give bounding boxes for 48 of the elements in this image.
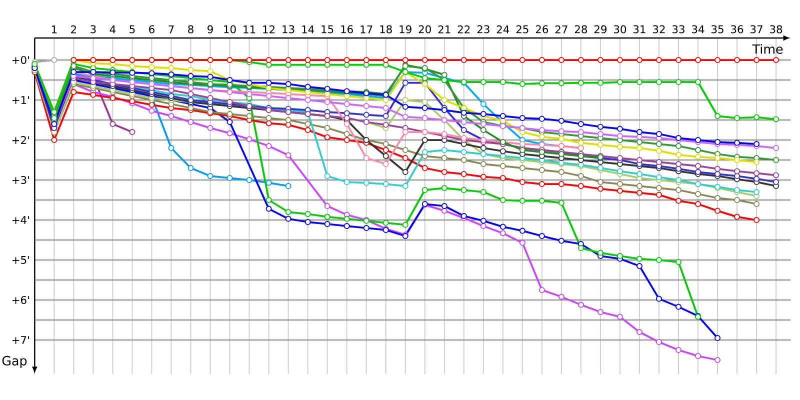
x-tick-label: 7 xyxy=(168,26,174,34)
x-tick-label: 33 xyxy=(672,25,684,34)
y-tick-label: +5' xyxy=(12,256,29,264)
x-tick-label: 32 xyxy=(653,25,665,34)
x-tick-label: 6 xyxy=(149,25,154,34)
x-tick-label: 1 xyxy=(52,26,57,34)
x-tick-label: 12 xyxy=(263,25,274,34)
x-tick-label: 38 xyxy=(770,25,782,34)
y-axis-title: Gap xyxy=(2,356,27,368)
x-tick-label: 21 xyxy=(438,25,450,34)
x-tick-label: 22 xyxy=(458,25,470,34)
x-tick-label: 29 xyxy=(594,25,606,34)
x-tick-label: 18 xyxy=(380,25,392,34)
x-tick-label: 23 xyxy=(477,25,490,34)
y-tick-label: +4' xyxy=(12,216,29,224)
x-tick-label: 25 xyxy=(516,25,528,34)
y-tick-label: +1' xyxy=(12,96,29,104)
x-tick-label: 36 xyxy=(731,25,744,34)
x-tick-label: 24 xyxy=(496,25,510,34)
x-tick-label: 35 xyxy=(712,25,724,34)
x-tick-label: 2 xyxy=(71,25,76,34)
x-axis-title: Time xyxy=(752,44,783,54)
x-tick-label: 9 xyxy=(208,25,213,34)
y-tick-label: +0' xyxy=(12,56,29,64)
x-tick-label: 37 xyxy=(750,25,762,34)
x-tick-label: 31 xyxy=(634,25,646,34)
x-tick-label: 15 xyxy=(322,25,334,34)
y-tick-label: +3' xyxy=(12,176,29,184)
x-tick-label: 4 xyxy=(110,26,116,34)
y-tick-label: +2' xyxy=(12,136,29,144)
x-tick-label: 16 xyxy=(341,25,353,34)
x-tick-label: 28 xyxy=(574,25,588,34)
x-tick-label: 5 xyxy=(130,25,135,34)
x-tick-label: 27 xyxy=(555,25,568,34)
x-tick-label: 14 xyxy=(302,26,314,34)
x-tick-label: 13 xyxy=(282,25,294,34)
x-tick-label: 30 xyxy=(614,25,626,34)
x-tick-label: 20 xyxy=(418,25,431,34)
x-tick-label: 34 xyxy=(692,25,704,34)
x-tick-label: 10 xyxy=(224,25,236,34)
x-tick-label: 11 xyxy=(244,26,256,34)
y-tick-label: +7' xyxy=(12,336,29,344)
x-tick-label: 19 xyxy=(400,25,412,34)
x-tick-label: 8 xyxy=(188,25,194,34)
x-tick-label: 17 xyxy=(360,26,372,34)
x-tick-label: 26 xyxy=(536,25,548,34)
x-tick-label: 3 xyxy=(90,25,96,34)
y-tick-label: +6' xyxy=(12,296,29,304)
